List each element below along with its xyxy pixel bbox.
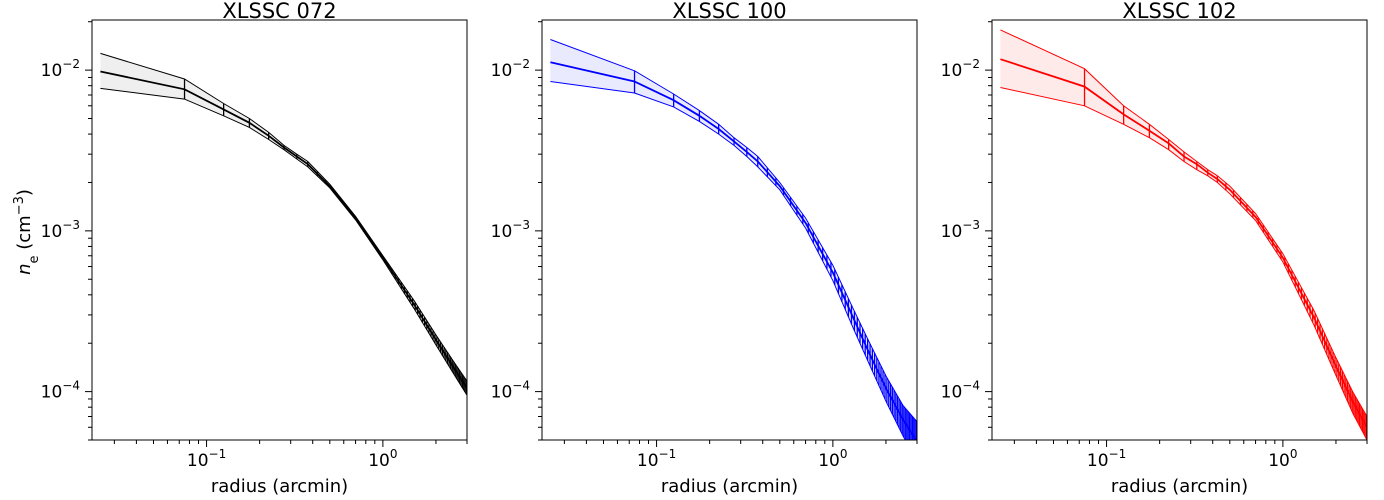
uncertainty-band: [100, 53, 467, 396]
median-line: [100, 70, 467, 389]
axes-frame: [91, 19, 468, 441]
panel-title: XLSSC 072: [222, 0, 336, 23]
panel-xlssc-102: XLSSC 102 radius (arcmin) 10−1 10010−410−…: [941, 0, 1368, 497]
plot-content: [1000, 29, 1367, 440]
median-line: [1000, 58, 1367, 428]
panel-title: XLSSC 100: [672, 0, 786, 23]
lower-bound-line: [100, 87, 467, 396]
x-axis-label: radius (arcmin): [661, 476, 798, 497]
axis-ticks: 10−1 100 10−4 10−3 10−2: [941, 21, 1368, 471]
axes-frame: [541, 19, 918, 441]
y-tick-label: 10−3: [941, 218, 980, 242]
plot-content: [550, 39, 917, 440]
upper-bound-line: [550, 39, 917, 423]
upper-bound-line: [100, 52, 467, 382]
y-tick-label: 10−2: [941, 57, 980, 81]
lower-bound-line: [1000, 87, 1367, 440]
x-tick-label: 100: [1268, 447, 1297, 471]
median-line: [550, 61, 917, 440]
axis-ticks: 10−1 100 10−4 10−3 10−2: [41, 21, 468, 471]
x-axis-label: radius (arcmin): [1111, 476, 1248, 497]
y-tick-label: 10−3: [491, 218, 530, 242]
lower-bound-line: [550, 81, 906, 440]
x-tick-label: 100: [818, 447, 847, 471]
x-tick-label: 100: [368, 447, 397, 471]
upper-bound-line: [1000, 29, 1367, 417]
uncertainty-band: [550, 39, 917, 440]
plot-content: [100, 52, 467, 396]
plot-area: [550, 39, 917, 440]
y-tick-label: 10−2: [41, 57, 80, 81]
axes-frame: [991, 19, 1368, 441]
y-tick-label: 10−4: [491, 379, 530, 403]
y-tick-label: 10−4: [941, 379, 980, 403]
y-tick-label: 10−4: [41, 379, 80, 403]
y-tick-label: 10−3: [41, 218, 80, 242]
panel-xlssc-100: XLSSC 100 radius (arcmin) 10−1 10010−410−…: [491, 0, 918, 497]
x-tick-label: 10−1: [1087, 447, 1126, 471]
axis-ticks: 10−1 100 10−4 10−3 10−2: [491, 21, 918, 471]
plot-area: [1000, 29, 1367, 440]
x-tick-label: 10−1: [187, 447, 226, 471]
x-axis-label: radius (arcmin): [211, 476, 348, 497]
y-axis-label: ne (cm−3): [12, 189, 42, 275]
panel-xlssc-072: XLSSC 072 radius (arcmin) 10−1 10010−410−…: [41, 0, 468, 497]
x-tick-label: 10−1: [637, 447, 676, 471]
plot-area: [100, 52, 467, 396]
y-tick-label: 10−2: [491, 57, 530, 81]
uncertainty-band: [1000, 29, 1367, 440]
panel-title: XLSSC 102: [1122, 0, 1236, 23]
